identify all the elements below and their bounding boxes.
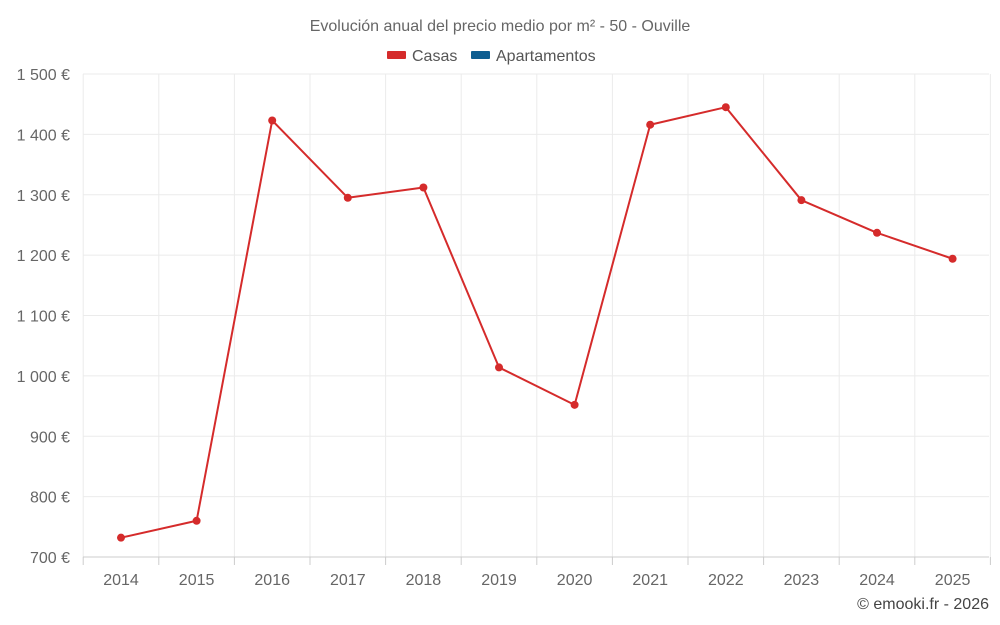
y-tick-label: 1 100 €	[17, 309, 70, 326]
y-tick-label: 700 €	[30, 550, 70, 567]
copyright: © emooki.fr - 2026	[857, 596, 989, 613]
x-tick-label: 2024	[859, 572, 895, 589]
x-tick-label: 2015	[179, 572, 215, 589]
data-point-casas[interactable]	[419, 183, 428, 192]
y-tick-label: 800 €	[30, 490, 70, 507]
y-axis-labels: 700 € 800 € 900 € 1 000 € 1 100 € 1 200 € 1 30…	[17, 67, 70, 567]
x-tick-label: 2023	[784, 572, 820, 589]
x-axis-labels: 2014 2015 2016 2017 2018 2019 2020 2021 2022 2023…	[103, 572, 970, 589]
data-point-casas[interactable]	[192, 516, 201, 525]
x-tick-label: 2022	[708, 572, 744, 589]
x-tick-label: 2025	[935, 572, 971, 589]
data-point-casas[interactable]	[721, 103, 730, 112]
y-tick-label: 1 500 €	[17, 67, 70, 84]
legend-item-apartamentos[interactable]: Apartamentos	[471, 48, 596, 65]
x-tick-label: 2014	[103, 572, 139, 589]
series-line-casas	[120, 106, 953, 539]
y-tick-label: 900 €	[30, 429, 70, 446]
y-tick-label: 1 400 €	[17, 127, 70, 144]
grid	[82, 73, 991, 557]
data-point-casas[interactable]	[873, 228, 881, 237]
data-point-casas[interactable]	[268, 116, 277, 125]
x-tick-label: 2017	[330, 572, 366, 589]
x-tick-label: 2021	[632, 572, 668, 589]
data-point-casas[interactable]	[570, 400, 579, 409]
y-tick-label: 1 300 €	[17, 188, 70, 205]
legend-swatch-casas	[387, 51, 406, 59]
x-tick-label: 2019	[481, 572, 517, 589]
data-point-casas[interactable]	[948, 254, 957, 263]
data-point-casas[interactable]	[495, 363, 503, 372]
legend-item-casas[interactable]: Casas	[387, 48, 457, 65]
x-tick-label: 2016	[254, 572, 290, 589]
legend-swatch-apartamentos	[471, 51, 490, 59]
legend-label-casas: Casas	[412, 48, 457, 65]
data-point-casas[interactable]	[646, 120, 655, 129]
data-point-casas[interactable]	[797, 196, 806, 205]
y-tick-label: 1 200 €	[17, 248, 70, 265]
x-tick-label: 2020	[557, 572, 593, 589]
legend: Casas Apartamentos	[387, 48, 596, 65]
x-tick-label: 2018	[406, 572, 442, 589]
series-layer	[117, 103, 957, 542]
y-tick-label: 1 000 €	[17, 369, 70, 386]
data-point-casas[interactable]	[343, 193, 352, 202]
axes	[82, 556, 991, 565]
legend-label-apartamentos: Apartamentos	[496, 48, 596, 65]
data-point-casas[interactable]	[117, 533, 125, 542]
chart-title: Evolución anual del precio medio por m² …	[310, 18, 691, 35]
